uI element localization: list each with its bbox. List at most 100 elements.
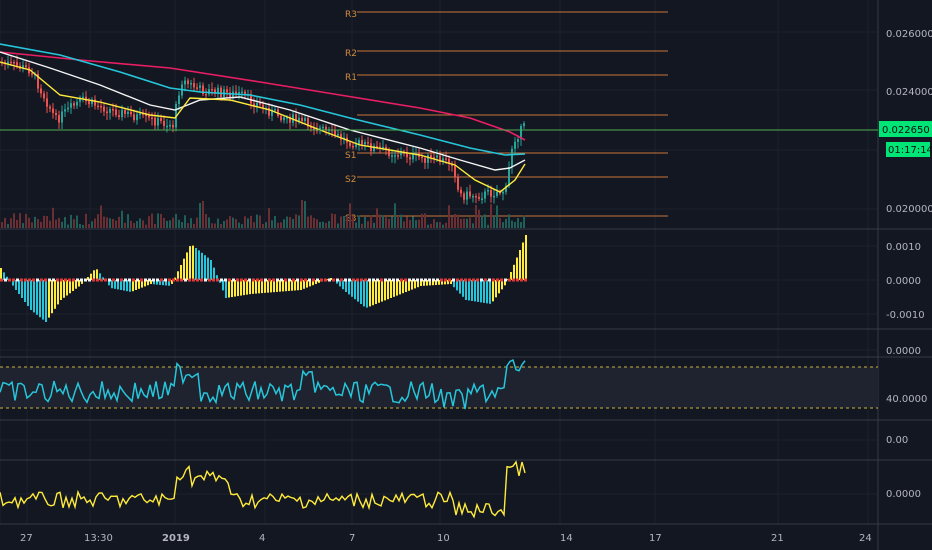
zero-dot: [288, 278, 291, 282]
zero-dot: [520, 278, 523, 282]
zero-dot: [316, 278, 319, 282]
histogram-bar: [81, 280, 83, 284]
volume-bar: [523, 215, 525, 228]
candle-body: [490, 189, 492, 197]
candle-body: [67, 107, 69, 110]
histogram-bar: [429, 280, 431, 286]
histogram-bar: [234, 280, 236, 297]
candle-body: [49, 106, 51, 109]
zero-dot: [28, 278, 31, 282]
volume-bar: [307, 216, 309, 228]
candle-body: [400, 152, 402, 156]
volume-bar: [295, 214, 297, 228]
zero-dot: [388, 278, 391, 282]
candle-body: [352, 145, 354, 148]
volume-bar: [70, 214, 72, 228]
histogram-bar: [255, 280, 257, 294]
volume-bar: [151, 213, 153, 228]
volume-bar: [475, 205, 477, 228]
histogram-bar: [414, 280, 416, 289]
histogram-bar: [12, 280, 14, 286]
histogram-bar: [441, 280, 443, 285]
volume-bar: [112, 218, 114, 228]
histogram-bar: [300, 280, 302, 290]
candle-body: [259, 102, 261, 105]
histogram-bar: [222, 280, 224, 291]
time-label: 27: [20, 533, 33, 544]
price-axis[interactable]: 0.026000 0.024000 0.020000 0.022650 01:1…: [879, 29, 932, 215]
histogram-bar: [276, 280, 278, 292]
candle-body: [484, 191, 486, 199]
volume-bar: [271, 220, 273, 228]
pivot-label-r2: R2: [345, 49, 357, 59]
volume-bar: [208, 217, 210, 228]
volume-bar: [397, 215, 399, 228]
volume-bar: [130, 220, 132, 228]
histogram-bar: [351, 280, 353, 297]
histogram-bar: [258, 280, 260, 294]
histogram-bar: [75, 280, 77, 289]
histogram-bar: [99, 273, 101, 280]
volume-bar: [10, 218, 12, 228]
candle-body: [211, 89, 213, 91]
time-axis[interactable]: 27 13:30 2019 4 7 10 14 17 21 24: [20, 533, 872, 544]
volume-bar: [193, 223, 195, 228]
zero-dot: [240, 278, 243, 282]
histogram-bar: [387, 280, 389, 300]
time-label: 17: [649, 533, 662, 544]
zero-dot: [480, 278, 483, 282]
volume-bar: [97, 214, 99, 228]
histogram-bar: [24, 280, 26, 302]
histogram-bar: [204, 255, 206, 280]
candle-body: [64, 109, 66, 112]
zero-dot: [112, 278, 115, 282]
histogram-bar: [225, 280, 227, 298]
volume-bar: [487, 224, 489, 228]
histogram-bar: [120, 280, 122, 290]
histogram-bar: [216, 275, 218, 280]
histogram-bar: [249, 280, 251, 295]
candle-body: [235, 91, 237, 94]
zero-dot: [488, 278, 491, 282]
zero-dot: [280, 278, 283, 282]
zero-dot: [312, 278, 315, 282]
histogram-bar: [312, 280, 314, 286]
candle-body: [496, 191, 498, 196]
volume-bar: [298, 215, 300, 228]
candle-body: [334, 129, 336, 136]
zero-dot: [256, 278, 259, 282]
volume-bar: [40, 221, 42, 228]
volume-bar: [100, 205, 102, 228]
volume-bar: [490, 204, 492, 228]
zero-dot: [272, 278, 275, 282]
histogram-bar: [471, 280, 473, 301]
candle-body: [130, 111, 132, 115]
volume-bar: [328, 221, 330, 228]
volume-bar: [406, 216, 408, 228]
zero-dot: [80, 278, 83, 282]
histogram-bar: [6, 276, 8, 280]
volume-bar: [424, 213, 426, 228]
histogram-bar: [48, 280, 50, 318]
zero-dot: [324, 278, 327, 282]
zero-dot: [36, 278, 39, 282]
candle-body: [10, 61, 12, 64]
volume-bar: [211, 223, 213, 228]
volume-bar: [145, 224, 147, 228]
ema-line-yellow: [0, 61, 526, 193]
volume-bar: [403, 221, 405, 228]
zero-dot: [248, 278, 251, 282]
histogram-bar: [150, 280, 152, 284]
oscillator-axis[interactable]: 0.0010 0.0000 -0.0010 0.0000 40.0000 0.0…: [886, 242, 927, 500]
volume-bar: [448, 205, 450, 228]
oscillator-line-yellow: [0, 460, 526, 519]
volume-bar: [217, 218, 219, 228]
candle-body: [364, 142, 366, 145]
histogram-bar: [15, 280, 17, 290]
zero-dot: [84, 278, 87, 282]
histogram-bar: [66, 280, 68, 296]
volume-bar: [127, 214, 129, 228]
histogram-bar: [69, 280, 71, 294]
histogram-bar: [240, 280, 242, 296]
